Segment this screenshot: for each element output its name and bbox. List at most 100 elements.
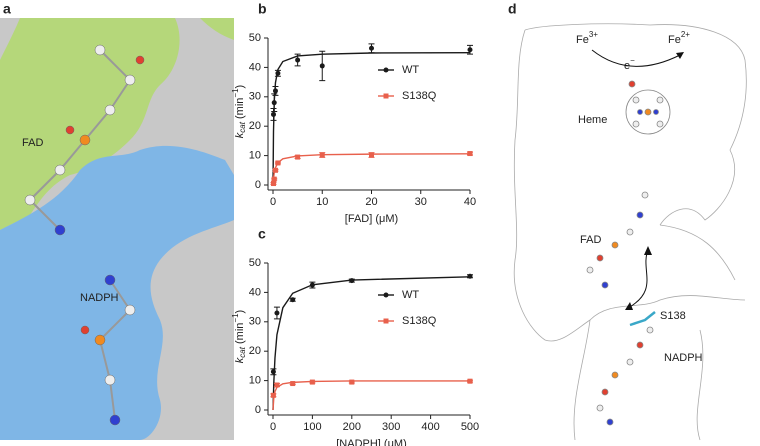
error-cap xyxy=(270,368,277,376)
fad-molecule xyxy=(586,191,649,289)
x-tick-label: 100 xyxy=(303,421,321,433)
marker xyxy=(295,154,301,160)
panel-label: c xyxy=(258,226,266,242)
marker xyxy=(349,379,355,385)
y-axis-label-part: (min xyxy=(234,323,246,347)
marker xyxy=(274,382,280,388)
y-axis-label-part: k xyxy=(234,132,246,138)
error-cap xyxy=(319,50,326,82)
error-cap xyxy=(274,69,281,77)
legend-marker xyxy=(383,292,389,298)
y-axis-label: kcat (min−1) xyxy=(231,310,247,363)
atoms xyxy=(24,44,145,426)
surface xyxy=(200,18,234,40)
error-cap xyxy=(272,86,279,96)
panel-d: d Fe3+ Fe2+ e− Heme FAD S138 NADPH xyxy=(508,1,747,441)
marker xyxy=(270,111,276,117)
legend-label: WT xyxy=(402,64,419,76)
marker xyxy=(275,160,281,166)
marker xyxy=(467,378,473,384)
y-tick-label: 50 xyxy=(249,32,261,44)
x-tick-label: 300 xyxy=(382,421,400,433)
x-tick-label: 500 xyxy=(461,421,479,433)
y-tick-label: 40 xyxy=(249,286,261,298)
electron-label: e− xyxy=(624,56,635,72)
panel-label: b xyxy=(258,1,267,17)
y-tick-label: 30 xyxy=(249,316,261,328)
error-cap xyxy=(294,53,301,67)
ion-label: Fe3+ xyxy=(576,30,598,46)
x-tick-label: 20 xyxy=(365,196,377,208)
y-tick-label: 0 xyxy=(255,179,261,191)
panel-label: d xyxy=(508,1,517,17)
error-cap xyxy=(467,44,473,55)
y-axis-label-part: −1 xyxy=(231,313,240,323)
nadph-molecule xyxy=(596,326,654,426)
panel-label: a xyxy=(3,1,11,17)
marker xyxy=(467,47,473,53)
legend-label: WT xyxy=(402,289,419,301)
marker xyxy=(275,70,281,76)
fit-line xyxy=(272,276,471,411)
error-cap xyxy=(271,93,278,112)
y-axis-label-part: (min xyxy=(234,98,246,122)
marker xyxy=(309,282,315,288)
marker xyxy=(272,167,278,173)
x-tick-label: 40 xyxy=(464,196,476,208)
marker xyxy=(349,278,355,284)
y-axis-label-part: k xyxy=(234,357,246,363)
y-axis-label-part: cat xyxy=(238,346,247,357)
x-tick-label: 0 xyxy=(270,421,276,433)
s138-residue xyxy=(629,311,656,327)
ball-stick xyxy=(29,49,131,421)
molecule-label: NADPH xyxy=(80,292,119,304)
x-tick-label: 10 xyxy=(316,196,328,208)
marker xyxy=(274,310,280,316)
y-tick-label: 20 xyxy=(249,345,261,357)
fit-line xyxy=(272,153,471,186)
marker xyxy=(271,100,277,106)
y-axis-label-part: −1 xyxy=(231,88,240,98)
fit-line xyxy=(272,52,471,186)
x-axis-label: [NADPH] (μM) xyxy=(336,438,407,446)
marker xyxy=(270,369,276,375)
y-tick-label: 0 xyxy=(255,404,261,416)
y-tick-label: 50 xyxy=(249,257,261,269)
y-axis-label-part: ) xyxy=(234,85,246,89)
marker xyxy=(369,152,374,158)
marker xyxy=(290,381,296,387)
marker xyxy=(319,63,325,69)
marker xyxy=(467,151,473,157)
legend-label: S138Q xyxy=(402,90,437,102)
arrowhead xyxy=(625,246,652,310)
legend-label: S138Q xyxy=(402,315,437,327)
error-cap xyxy=(368,43,375,54)
marker xyxy=(309,379,315,385)
panel-a: FAD NADPH a xyxy=(0,1,234,441)
y-tick-label: 20 xyxy=(249,120,261,132)
error-cap xyxy=(309,281,316,289)
error-cap xyxy=(270,108,277,121)
marker xyxy=(271,176,277,182)
y-tick-label: 10 xyxy=(249,150,261,162)
y-axis-label-part: cat xyxy=(238,121,247,132)
x-axis-label: [FAD] (μM) xyxy=(345,213,398,225)
x-tick-label: 0 xyxy=(270,196,276,208)
marker xyxy=(369,45,374,51)
molecule-label: FAD xyxy=(580,234,601,246)
electron-arrow xyxy=(591,49,681,67)
marker xyxy=(319,152,325,158)
marker xyxy=(295,57,301,63)
x-tick-label: 400 xyxy=(421,421,439,433)
x-tick-label: 30 xyxy=(415,196,427,208)
molecule-label: Heme xyxy=(578,114,607,126)
y-tick-label: 10 xyxy=(249,375,261,387)
y-tick-label: 30 xyxy=(249,91,261,103)
residue-label: S138 xyxy=(660,310,686,322)
legend-marker xyxy=(383,318,389,324)
fad-surface xyxy=(0,18,180,230)
molecule-label: NADPH xyxy=(664,352,703,364)
fit-line xyxy=(272,380,470,411)
